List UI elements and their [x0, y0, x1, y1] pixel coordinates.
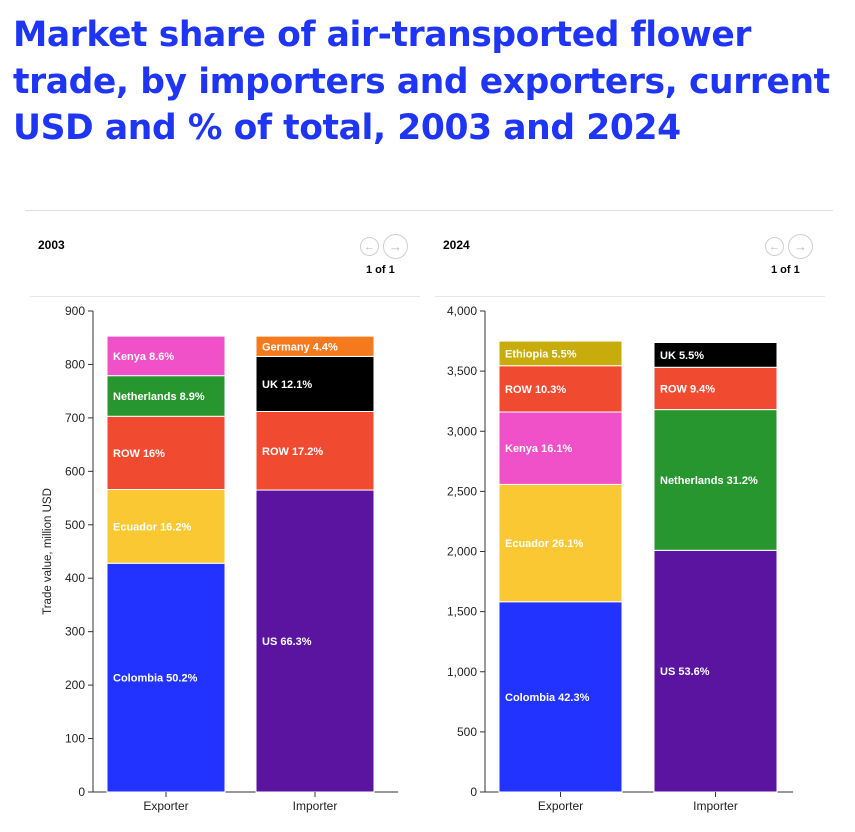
y-tick-label: 900	[65, 304, 85, 318]
panel-year-label: 2003	[38, 238, 65, 252]
arrow-left-icon: ←	[769, 240, 780, 253]
x-tick-label: Importer	[293, 799, 338, 813]
bar-segment-label: Kenya 8.6%	[113, 351, 174, 363]
y-tick-label: 300	[65, 625, 85, 639]
bar-segment-label: US 53.6%	[660, 666, 710, 678]
bar-segment-ethiopia	[498, 340, 623, 367]
page-indicator: 1 of 1	[771, 264, 800, 276]
bar-segment-label: UK 5.5%	[660, 350, 704, 362]
y-tick-label: 700	[65, 411, 85, 425]
top-divider	[25, 210, 833, 211]
y-tick-label: 200	[65, 678, 85, 692]
bar-segment-label: Colombia 42.3%	[505, 692, 590, 704]
bar-segment-colombia	[106, 562, 226, 793]
panel-divider	[435, 296, 825, 297]
bar-segment-label: ROW 9.4%	[660, 383, 715, 395]
chart-panel-2024: 2024 ← → 1 of 1	[430, 222, 830, 822]
bar-segment-uk	[255, 355, 375, 412]
y-tick-label: 600	[65, 464, 85, 478]
arrow-left-icon: ←	[364, 240, 375, 253]
bar-segment-netherlands	[653, 409, 778, 551]
bar-segment-label: Ecuador 26.1%	[505, 538, 583, 550]
y-tick-label: 3,000	[447, 424, 477, 438]
panel-divider	[30, 296, 420, 297]
bar-segment-label: Ethiopia 5.5%	[505, 348, 577, 360]
next-page-button[interactable]: →	[383, 234, 408, 259]
prev-page-button[interactable]: ←	[360, 237, 379, 256]
bar-segment-kenya	[498, 411, 623, 485]
bar-segment-label: UK 12.1%	[262, 379, 312, 391]
bar-segment-us	[255, 489, 375, 793]
y-tick-label: 500	[457, 725, 477, 739]
y-tick-label: 4,000	[447, 304, 477, 318]
bar-segment-label: Colombia 50.2%	[113, 673, 198, 685]
bar-segment-us	[653, 549, 778, 793]
y-tick-label: 0	[470, 785, 477, 799]
bar-segment-label: ROW 17.2%	[262, 446, 323, 458]
x-tick-label: Exporter	[538, 799, 583, 813]
bar-segment-ecuador	[106, 489, 226, 564]
y-tick-label: 1,500	[447, 605, 477, 619]
x-tick-label: Exporter	[143, 799, 188, 813]
bar-segment-germany	[255, 335, 375, 357]
bar-segment-label: ROW 10.3%	[505, 384, 566, 396]
panel-year-label: 2024	[443, 238, 470, 252]
prev-page-button[interactable]: ←	[765, 237, 784, 256]
chart-panel-2003: 2003 ← → 1 of 1	[25, 222, 425, 822]
y-tick-label: 100	[65, 732, 85, 746]
next-page-button[interactable]: →	[788, 234, 813, 259]
arrow-right-icon: →	[389, 239, 402, 254]
y-axis-title: Trade value, million USD	[42, 488, 54, 615]
bar-segment-ecuador	[498, 483, 623, 603]
y-tick-label: 1,000	[447, 665, 477, 679]
bar-segment-label: Ecuador 16.2%	[113, 521, 191, 533]
bar-segment-label: Netherlands 8.9%	[113, 391, 205, 403]
y-tick-label: 400	[65, 571, 85, 585]
bar-segment-label: Germany 4.4%	[262, 341, 338, 353]
x-tick-label: Importer	[693, 799, 738, 813]
bar-segment-row	[106, 415, 226, 491]
y-tick-label: 2,000	[447, 545, 477, 559]
y-tick-label: 800	[65, 357, 85, 371]
bar-segment-label: Netherlands 31.2%	[660, 475, 758, 487]
bar-segment-kenya	[106, 335, 226, 377]
bar-segment-row	[255, 410, 375, 491]
bar-segment-label: US 66.3%	[262, 636, 312, 648]
y-tick-label: 2,500	[447, 484, 477, 498]
bar-segment-label: Kenya 16.1%	[505, 443, 572, 455]
bar-segment-row	[498, 365, 623, 413]
page-indicator: 1 of 1	[366, 264, 395, 276]
bar-segment-label: ROW 16%	[113, 448, 165, 460]
bar-segment-uk	[653, 342, 778, 368]
y-tick-label: 500	[65, 518, 85, 532]
page-title: Market share of air-transported flower t…	[13, 15, 830, 148]
y-tick-label: 0	[78, 785, 85, 799]
bar-segment-row	[653, 366, 778, 411]
bar-segment-colombia	[498, 601, 623, 793]
arrow-right-icon: →	[794, 239, 807, 254]
y-tick-label: 3,500	[447, 364, 477, 378]
